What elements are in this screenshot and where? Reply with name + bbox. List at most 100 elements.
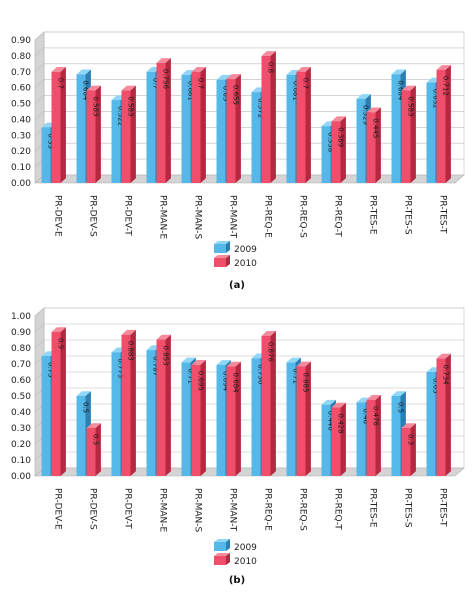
legend-swatch [214, 542, 226, 551]
y-tick-label: 0.90 [11, 36, 31, 46]
bar-front [41, 127, 51, 183]
bar-top [296, 361, 311, 367]
y-tick-label: 0.70 [11, 68, 31, 78]
bar-top [356, 94, 371, 99]
y-tick-label: 0.80 [11, 52, 31, 62]
bar-side [270, 51, 276, 183]
x-category-label: PR-TES-S [403, 195, 413, 235]
gridline [34, 111, 464, 120]
bar-top [191, 66, 206, 72]
x-category-label: PR-TES-E [368, 488, 378, 528]
legend-label: 2009 [234, 543, 257, 553]
bar-top [121, 329, 136, 335]
bar-front [436, 358, 446, 476]
y-tick-label: 0.00 [11, 179, 31, 189]
data-label: 0.876 [267, 342, 275, 363]
legend-swatch [214, 258, 226, 267]
data-label: 0.756 [162, 69, 170, 90]
data-label: 0.787 [152, 356, 160, 376]
bar-2010-pr-man-e [156, 334, 171, 476]
bar-front [366, 399, 376, 476]
legend-swatch-top [214, 241, 230, 244]
bar-side [305, 66, 311, 183]
bar-top [331, 116, 346, 122]
bar-front [356, 98, 366, 183]
chart-subtitle: (b) [229, 575, 245, 586]
bar-top [286, 357, 301, 363]
x-category-label: PR-DEV-S [88, 488, 98, 530]
gridline [34, 95, 464, 104]
data-label: 0.712 [442, 76, 450, 96]
bar-front [296, 71, 306, 183]
bar-front [191, 71, 201, 183]
bar-side [165, 58, 171, 183]
legend-swatch-side [226, 539, 230, 551]
x-category-label: PR-REQ-T [333, 195, 343, 237]
legend-swatch-side [226, 255, 230, 267]
data-label: 0.9 [57, 338, 65, 349]
bar-side [305, 361, 311, 476]
legend-swatch [214, 244, 226, 253]
data-label: 0.583 [407, 96, 415, 116]
bar-front [156, 339, 166, 476]
bar-top [296, 66, 311, 72]
bar-top [366, 107, 381, 113]
bar-front [286, 74, 296, 183]
legend-item-2009: 2009 [214, 241, 257, 255]
bar-front [331, 407, 341, 476]
data-label: 0.684 [82, 80, 90, 101]
y-tick-label: 0.40 [11, 408, 31, 418]
bar-2010-pr-dev-s [86, 423, 101, 476]
bar-front [426, 82, 436, 183]
data-label: 0.389 [337, 127, 345, 147]
legend-label: 2010 [234, 557, 257, 567]
bar-side [200, 66, 206, 183]
bar-top [401, 423, 416, 428]
bar-front [76, 74, 86, 183]
legend-label: 2010 [234, 259, 257, 269]
gridline [34, 31, 464, 41]
legend-swatch-top [214, 539, 230, 542]
bar-front [251, 358, 261, 476]
x-category-label: PR-REQ-E [263, 488, 273, 531]
chart-a: 0.00 0.10 0.20 0.30 0.40 0.50 0.60 0.70 0.80 0.90… [11, 31, 465, 291]
data-label: 0.428 [337, 414, 345, 434]
y-tick-label: 0.30 [11, 424, 31, 434]
bar-top [121, 85, 136, 91]
bar-top [331, 402, 346, 408]
data-label: 0.694 [222, 371, 230, 392]
bar-top [261, 51, 276, 56]
x-category-label: PR-DEV-E [53, 488, 63, 530]
x-category-label: PR-MAN-T [228, 488, 238, 532]
gridline [34, 47, 464, 57]
bar-2010-pr-req-s [296, 66, 311, 183]
x-category-label: PR-MAN-T [228, 195, 238, 239]
bar-front [436, 69, 446, 183]
y-tick-label: 0.50 [11, 392, 31, 402]
data-label: 0.681 [292, 81, 300, 101]
bar-side [165, 334, 171, 476]
data-label: 0.5 [397, 402, 405, 413]
x-category-label: PR-REQ-S [298, 488, 308, 531]
x-category-label: PR-REQ-S [298, 195, 308, 238]
bar-side [340, 116, 346, 183]
gridline [34, 63, 464, 73]
bar-top [436, 65, 451, 70]
data-label: 0.7 [197, 78, 205, 89]
bar-front [111, 100, 121, 183]
legend-swatch-top [214, 553, 230, 556]
data-label: 0.476 [372, 406, 380, 427]
bar-2010-pr-man-e [156, 58, 171, 183]
bar-front [121, 334, 131, 476]
data-label: 0.445 [372, 118, 380, 138]
bar-top [401, 85, 416, 91]
bar-front [321, 404, 331, 476]
bar-top [216, 360, 231, 365]
bar-2010-pr-man-s [191, 66, 206, 183]
x-category-label: PR-REQ-T [333, 488, 343, 530]
bar-side [340, 402, 346, 476]
bar-2010-pr-tes-t [436, 353, 451, 476]
bar-2010-pr-req-e [261, 51, 276, 184]
data-label: 0.46 [362, 408, 370, 424]
data-label: 0.529 [362, 105, 370, 125]
